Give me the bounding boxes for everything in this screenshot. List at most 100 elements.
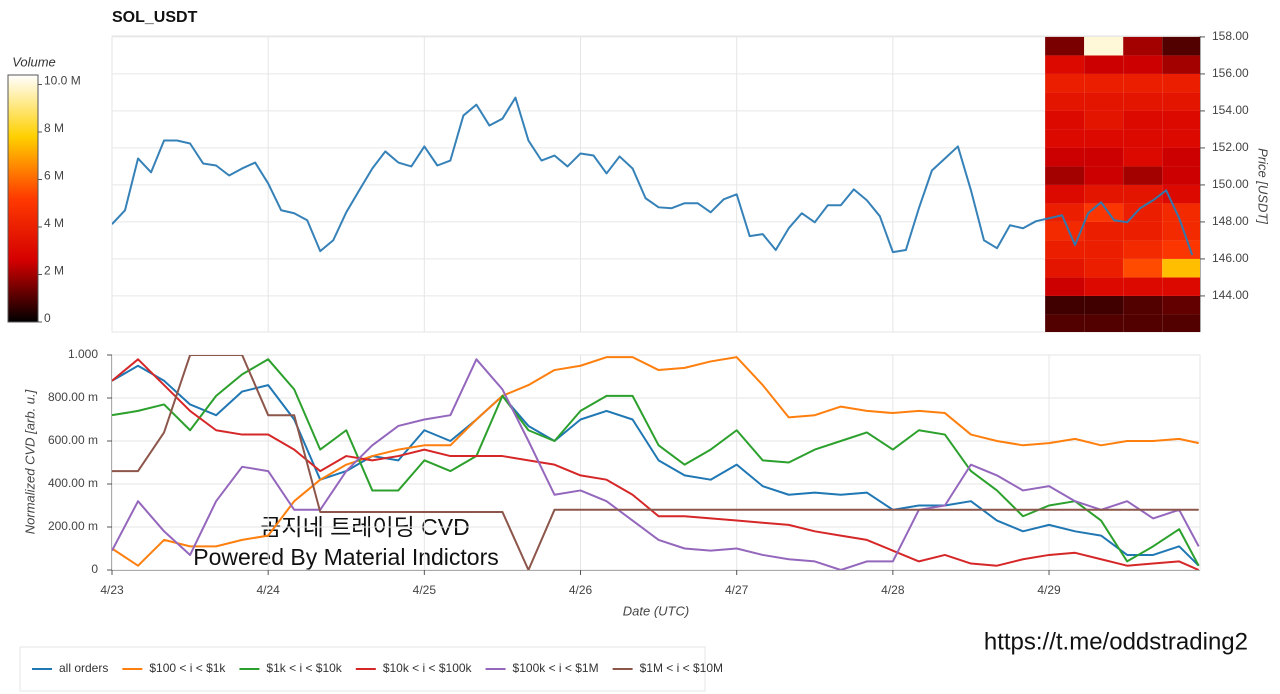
colorbar-tick-label: 10.0 M — [44, 74, 81, 88]
colorbar-tick-label: 0 — [44, 311, 51, 325]
heatmap-cell — [1123, 92, 1163, 111]
heatmap-cell — [1084, 184, 1124, 204]
heatmap-cell — [1123, 295, 1163, 315]
heatmap-cell — [1123, 184, 1163, 204]
heatmap-cell — [1162, 73, 1200, 93]
heatmap-cell — [1084, 92, 1124, 111]
heatmap-cell — [1045, 110, 1085, 130]
series-line — [112, 356, 1199, 567]
heatmap-cell — [1084, 240, 1124, 259]
heatmap-cell — [1045, 221, 1085, 241]
x-tick-label: 4/28 — [881, 583, 905, 597]
heatmap-cell — [1123, 277, 1163, 296]
heatmap-cell — [1084, 258, 1124, 278]
heatmap-cell — [1123, 314, 1163, 332]
y2-tick-label: 146.00 — [1212, 251, 1249, 265]
series-line — [112, 358, 1200, 567]
legend-label: $1k < i < $10k — [266, 661, 342, 675]
y-tick-label: 1.000 — [68, 347, 98, 361]
heatmap-cell — [1162, 258, 1200, 278]
heatmap-cell — [1084, 129, 1124, 148]
footer-link: https://t.me/oddstrading2 — [984, 628, 1248, 655]
legend-label: $100k < i < $1M — [513, 661, 599, 675]
heatmap-cell — [1045, 240, 1085, 259]
y2-tick-label: 148.00 — [1212, 214, 1249, 228]
heatmap-cell — [1162, 92, 1200, 111]
legend-label: $10k < i < $100k — [383, 661, 473, 675]
y2-tick-label: 152.00 — [1212, 140, 1249, 154]
y2-tick-label: 150.00 — [1212, 177, 1249, 191]
colorbar-tick-label: 4 M — [44, 216, 64, 230]
y2-tick-label: 158.00 — [1212, 29, 1249, 43]
heatmap-cell — [1162, 295, 1200, 315]
heatmap-cell — [1045, 129, 1085, 148]
heatmap-cell — [1045, 55, 1085, 74]
series-line — [112, 364, 1200, 567]
y-tick-label: 400.00 m — [48, 476, 98, 490]
series-line — [112, 358, 1200, 570]
legend-label: $1M < i < $10M — [640, 661, 723, 675]
heatmap-cell — [1084, 277, 1124, 296]
y2-tick-label: 156.00 — [1212, 66, 1249, 80]
heatmap-cell — [1123, 110, 1163, 130]
series-line — [112, 96, 1194, 256]
heatmap-cell — [1045, 258, 1085, 278]
heatmap-cell — [1045, 295, 1085, 315]
colorbar-tick-label: 2 M — [44, 264, 64, 278]
heatmap-cell — [1084, 147, 1124, 167]
x-tick-label: 4/24 — [256, 583, 280, 597]
x-tick-label: 4/27 — [725, 583, 749, 597]
heatmap-cell — [1084, 166, 1124, 185]
heatmap-cell — [1045, 184, 1085, 204]
colorbar-title: Volume — [12, 54, 56, 69]
y-axis-label: Normalized CVD [arb. u.] — [22, 389, 37, 534]
heatmap-cell — [1123, 129, 1163, 148]
y2-tick-label: 154.00 — [1212, 103, 1249, 117]
colorbar-tick-label: 8 M — [44, 121, 64, 135]
legend-label: all orders — [59, 661, 108, 675]
heatmap-cell — [1123, 221, 1163, 241]
colorbar — [7, 74, 39, 323]
x-axis-label: Date (UTC) — [623, 603, 689, 618]
heatmap-cell — [1162, 166, 1200, 185]
x-tick-label: 4/25 — [413, 583, 437, 597]
heatmap-cell — [1045, 73, 1085, 93]
series-line — [112, 355, 1199, 570]
heatmap-cell — [1162, 110, 1200, 130]
y-axis-label: Price [USDT] — [1256, 148, 1271, 224]
heatmap-cell — [1045, 36, 1085, 56]
y2-tick-label: 144.00 — [1212, 288, 1249, 302]
heatmap-cell — [1123, 166, 1163, 185]
annotation: Powered By Material Indictors — [193, 544, 499, 570]
heatmap-cell — [1084, 221, 1124, 241]
y-tick-label: 0 — [91, 562, 98, 576]
y-tick-label: 800.00 m — [48, 390, 98, 404]
y-tick-label: 200.00 m — [48, 519, 98, 533]
cvd-layer — [112, 355, 1200, 570]
heatmap-cell — [1162, 240, 1200, 259]
heatmap-cell — [1162, 314, 1200, 332]
colorbar-tick-label: 6 M — [44, 169, 64, 183]
heatmap-cell — [1045, 314, 1085, 332]
heatmap-cell — [1162, 221, 1200, 241]
heatmap-cell — [1084, 110, 1124, 130]
legend-label: $100 < i < $1k — [149, 661, 226, 675]
heatmap-cell — [1045, 277, 1085, 296]
heatmap-cell — [1162, 36, 1200, 56]
heatmap-cell — [1123, 73, 1163, 93]
cvd-plot-area — [111, 354, 1201, 571]
chart-title: SOL_USDT — [112, 9, 198, 26]
heatmap-cell — [1084, 314, 1124, 332]
heatmap-cell — [1123, 55, 1163, 74]
series-line — [112, 358, 1200, 570]
heatmap-cell — [1123, 147, 1163, 167]
heatmap-cell — [1045, 166, 1085, 185]
heatmap-cell — [1084, 73, 1124, 93]
heatmap-cell — [1123, 240, 1163, 259]
price-layer — [112, 36, 1200, 332]
heatmap-cell — [1162, 129, 1200, 148]
heatmap-cell — [1162, 55, 1200, 74]
y-tick-label: 600.00 m — [48, 433, 98, 447]
heatmap-cell — [1162, 203, 1200, 222]
